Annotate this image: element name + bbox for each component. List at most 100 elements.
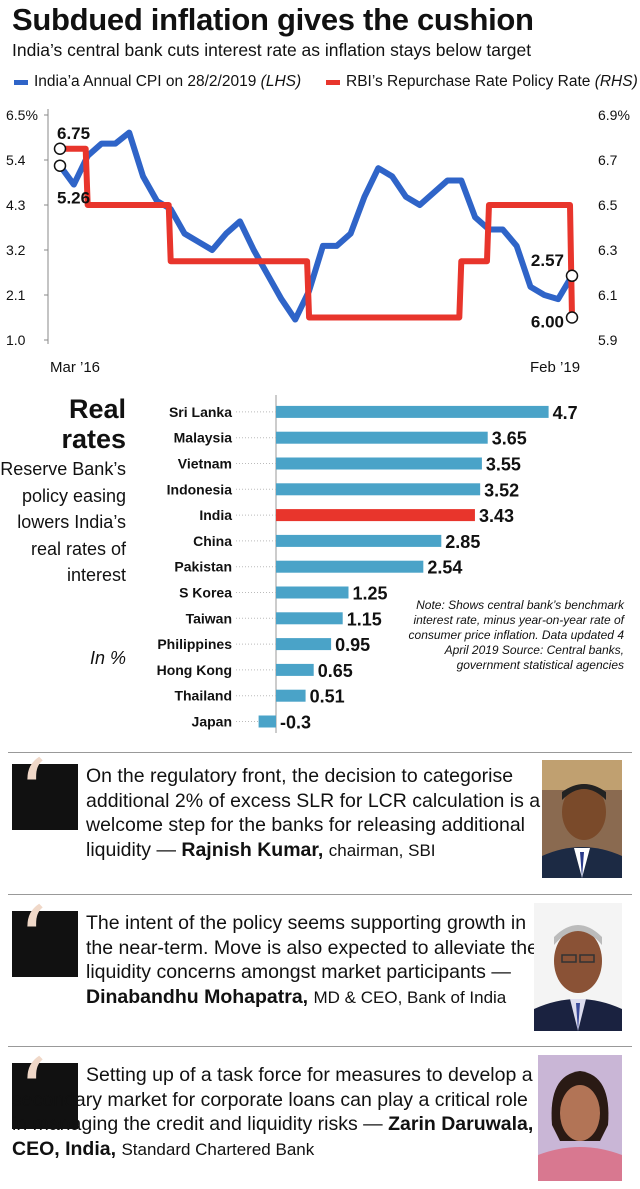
annotation-label: 6.75 — [57, 124, 90, 143]
legend-repo-label: RBI’s Repurchase Rate Policy Rate — [346, 73, 591, 90]
bar-value-label: 3.65 — [492, 429, 527, 449]
left-axis-tick-label: 2.1 — [6, 287, 26, 303]
page-title: Subdued inflation gives the cushion — [12, 2, 534, 37]
bar-value-label: 0.51 — [310, 687, 345, 707]
chart-note: Note: Shows central bank’s benchmark int… — [408, 598, 624, 672]
quote-card-3: ‘ Setting up of a task force for measure… — [8, 1047, 630, 1185]
legend-cpi: India’a Annual CPI on 28/2/2019 (LHS) — [14, 73, 301, 91]
annotation-marker — [53, 159, 67, 172]
bar-value-label: 3.52 — [484, 480, 519, 500]
bar-value-label: -0.3 — [280, 713, 311, 733]
right-axis-tick-label: 5.9 — [598, 332, 618, 348]
bar — [276, 560, 424, 573]
right-axis-tick-label: 6.9% — [598, 107, 630, 123]
bar-chart: Sri Lanka 4.7 Malaysia 3.65 Vietnam 3.55 Indon… — [157, 395, 578, 733]
portrait-photo-3 — [538, 1055, 622, 1181]
bar-category-label: Sri Lanka — [169, 404, 232, 420]
left-axis-tick-label: 3.2 — [6, 242, 26, 258]
real-rates-title: Real rates — [61, 394, 126, 454]
bar-category-label: Philippines — [157, 636, 232, 652]
legend-repo: RBI’s Repurchase Rate Policy Rate (RHS) — [326, 73, 638, 91]
legend-swatch-repo — [326, 79, 340, 85]
x-axis-end-label: Feb ’19 — [530, 359, 580, 376]
annotation-marker — [565, 269, 579, 283]
quote-2-body: The intent of the policy seems supportin… — [86, 912, 538, 983]
left-axis-tick-label: 6.5% — [6, 107, 38, 123]
right-axis-tick-label: 6.7 — [598, 152, 618, 168]
bar-category-label: Taiwan — [186, 610, 232, 626]
bar-value-label: 4.7 — [553, 403, 578, 423]
divider — [8, 1046, 632, 1047]
quote-text-2: The intent of the policy seems supportin… — [86, 911, 548, 1010]
bar — [276, 509, 475, 522]
real-rates-description: Reserve Bank’s policy easing lowers Indi… — [0, 459, 126, 585]
page-subtitle: India’s central bank cuts interest rate … — [12, 40, 532, 60]
bar — [276, 431, 488, 444]
bar — [276, 689, 306, 702]
bar-value-label: 0.95 — [335, 635, 370, 655]
bar-category-label: Indonesia — [167, 481, 233, 497]
bar-value-label: 0.65 — [318, 661, 353, 681]
annotation-marker — [53, 142, 67, 155]
portrait-photo-1 — [542, 760, 622, 878]
bar — [276, 405, 549, 418]
legend-cpi-axis: (LHS) — [260, 73, 302, 90]
bar — [276, 534, 442, 547]
quote-card-2: ‘ The intent of the policy seems support… — [8, 895, 630, 1033]
bar-category-label: China — [193, 533, 232, 549]
bar — [258, 715, 276, 728]
quote-1-body: On the regulatory front, the decision to… — [86, 765, 541, 861]
quote-1-name: Rajnish Kumar, — [181, 838, 324, 861]
quote-mark-icon: ‘ — [12, 1047, 78, 1139]
quote-text-1: On the regulatory front, the decision to… — [86, 764, 546, 863]
legend-cpi-label: India’a Annual CPI on 28/2/2019 — [34, 73, 257, 90]
bar-category-label: S Korea — [179, 585, 232, 601]
line-chart: 6.5% 5.4 4.3 3.2 2.1 1.0 6.9% 6.7 6.5 6.3 6.1 5.9 Ma… — [6, 107, 630, 376]
left-axis-tick-label: 4.3 — [6, 197, 26, 213]
bar — [276, 457, 482, 470]
right-axis-tick-label: 6.1 — [598, 287, 618, 303]
bar-category-label: Thailand — [174, 688, 232, 704]
right-axis-tick-label: 6.3 — [598, 242, 618, 258]
annotation-label: 6.00 — [531, 313, 564, 332]
quote-3-role: Standard Chartered Bank — [121, 1139, 315, 1159]
left-axis-tick-label: 5.4 — [6, 152, 26, 168]
annotation-label: 5.26 — [57, 189, 90, 208]
bar — [276, 638, 332, 651]
annotation-marker — [565, 311, 579, 324]
quote-text-3: Setting up of a task force for measures … — [12, 1063, 542, 1162]
series-line-cpi — [57, 129, 575, 323]
quote-2-name: Dinabandhu Mohapatra, — [86, 985, 309, 1008]
x-axis-start-label: Mar ’16 — [50, 359, 100, 376]
bar-category-label: Malaysia — [174, 430, 233, 446]
bar-value-label: 2.54 — [427, 558, 462, 578]
annotation-label: 2.57 — [531, 251, 564, 270]
divider — [8, 894, 632, 895]
quote-3-name: Zarin Daruwala, CEO, India, — [12, 1113, 534, 1160]
bar-category-label: Vietnam — [178, 456, 232, 472]
quote-1-role: chairman, SBI — [328, 840, 436, 860]
quote-mark-icon: ‘ — [12, 748, 78, 840]
right-axis-tick-label: 6.5 — [598, 197, 618, 213]
bar — [276, 483, 481, 496]
legend-repo-axis: (RHS) — [594, 73, 638, 90]
bar-category-label: Hong Kong — [157, 662, 232, 678]
quote-card-1: ‘ On the regulatory front, the decision … — [8, 748, 630, 890]
bar-value-label: 1.25 — [353, 584, 388, 604]
portrait-photo-2 — [534, 903, 622, 1031]
bar-category-label: Pakistan — [174, 559, 232, 575]
quote-mark-icon: ‘ — [12, 895, 78, 987]
bar-category-label: India — [199, 507, 232, 523]
series-line-repo-rate — [60, 145, 575, 321]
bar-category-label: Japan — [192, 714, 232, 730]
real-rates-unit: In % — [89, 648, 126, 668]
bar-value-label: 2.85 — [445, 532, 480, 552]
legend-swatch-cpi — [14, 79, 28, 85]
bar — [276, 663, 314, 676]
left-axis-tick-label: 1.0 — [6, 332, 26, 348]
divider — [8, 752, 632, 753]
bar — [276, 586, 349, 599]
bar-value-label: 3.43 — [479, 506, 514, 526]
quote-2-role: MD & CEO, Bank of India — [313, 987, 507, 1007]
quote-3-body: Setting up of a task force for measures … — [12, 1064, 533, 1135]
